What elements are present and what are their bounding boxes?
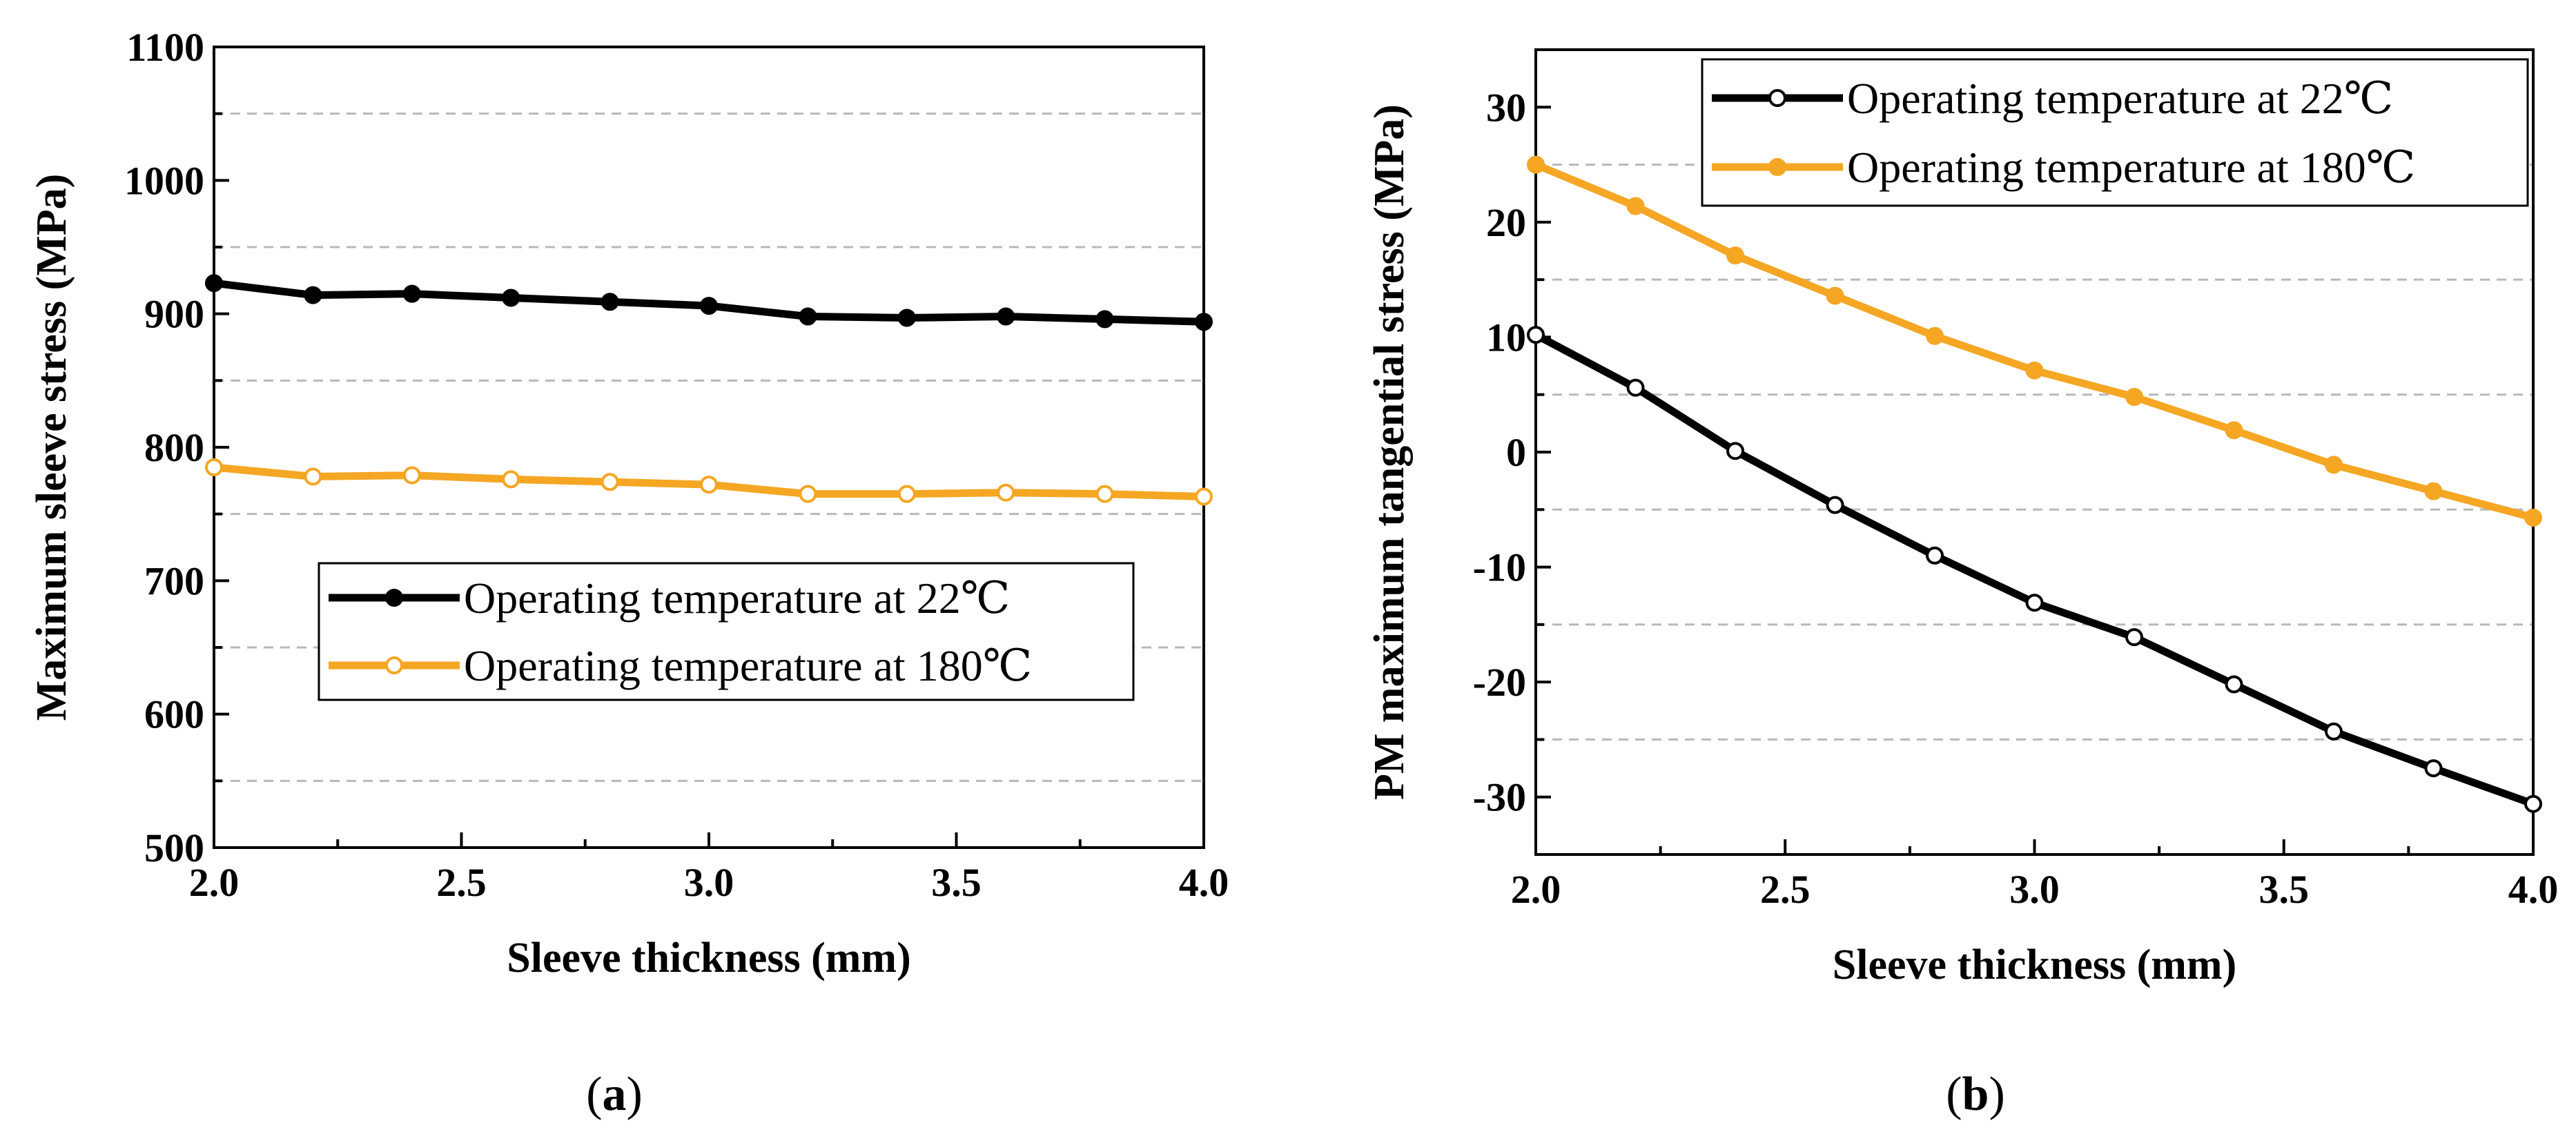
data-point <box>1926 326 1944 345</box>
data-point <box>205 274 223 293</box>
data-point <box>2125 628 2143 647</box>
legend-box <box>1701 58 2529 207</box>
chart-panel-a: 2.0 2.5 3.0 3.5 4.0 500 600 700 800 900 1000 1100 Sl… <box>28 25 1229 981</box>
data-point <box>1527 155 1545 174</box>
y-tick-label: -30 <box>1473 775 1526 820</box>
data-point <box>2524 794 2542 813</box>
series-line <box>1532 161 2537 522</box>
series-180c <box>1527 155 2542 527</box>
legend-swatch-marker <box>1768 89 1786 107</box>
x-tick-label: 4.0 <box>2508 867 2559 912</box>
data-point <box>304 467 322 486</box>
data-point <box>304 286 322 304</box>
data-point <box>700 476 718 494</box>
y-tick-label: 30 <box>1486 85 1526 130</box>
series-line <box>1532 331 2537 808</box>
legend-label: Operating temperature at 22℃ <box>464 574 1010 623</box>
y-tick-label: 1100 <box>126 25 204 70</box>
data-point <box>2125 388 2143 407</box>
data-point <box>2325 456 2343 474</box>
y-tick-label: 900 <box>144 292 204 337</box>
data-point <box>1826 286 1844 305</box>
series-22c <box>205 274 1213 331</box>
panel-caption-a-letter: a <box>603 1068 627 1121</box>
data-point <box>2424 759 2443 778</box>
y-tick-label: -10 <box>1473 545 1526 590</box>
x-axis-label: Sleeve thickness (mm) <box>1833 941 2236 988</box>
data-point <box>2225 421 2243 440</box>
data-point <box>1726 246 1744 265</box>
legend-label: Operating temperature at 22℃ <box>1847 74 2393 123</box>
data-point <box>2424 482 2443 500</box>
plot-frame <box>213 46 1205 849</box>
y-tick-label: 20 <box>1486 200 1526 245</box>
panel-caption-b: (b) <box>1946 1068 2005 1121</box>
grid-lines <box>1536 164 2533 741</box>
y-tick-label: 700 <box>144 558 204 603</box>
x-tick-label: 2.5 <box>1760 867 1811 912</box>
data-point <box>1626 197 1645 215</box>
data-point <box>601 293 619 311</box>
data-point <box>1826 496 1844 514</box>
data-point <box>402 284 421 303</box>
data-point <box>1926 546 1944 565</box>
legend-label: Operating temperature at 180℃ <box>464 641 1032 690</box>
data-point <box>2325 722 2343 741</box>
x-tick-label: 3.0 <box>684 860 734 905</box>
legend-box <box>318 562 1135 701</box>
y-tick-label: 500 <box>144 826 204 870</box>
y-axis-label: PM maximum tangential stress (MPa) <box>1366 104 1413 800</box>
y-tick-label: 600 <box>144 692 204 737</box>
data-point <box>1626 378 1645 397</box>
data-point <box>2025 594 2044 612</box>
legend: Operating temperature at 22℃ Operating te… <box>1701 58 2529 207</box>
x-tick-label: 3.5 <box>2259 867 2310 912</box>
data-point <box>897 485 916 503</box>
data-point <box>799 307 817 326</box>
data-point <box>2025 361 2044 380</box>
chart-panel-b: 2.0 2.5 3.0 3.5 4.0 -30 -20 -10 0 10 20 30 Sleeve th… <box>1366 48 2559 988</box>
data-point <box>700 297 718 315</box>
data-point <box>799 485 817 503</box>
legend-label: Operating temperature at 180℃ <box>1847 143 2415 192</box>
data-point <box>1095 310 1114 329</box>
data-point <box>897 309 916 327</box>
x-tick-label: 3.5 <box>931 860 982 905</box>
y-axis-label: Maximum sleeve stress (MPa) <box>28 174 75 721</box>
panel-caption-b-letter: b <box>1962 1068 1989 1121</box>
data-point <box>402 466 421 485</box>
x-axis-label: Sleeve thickness (mm) <box>507 935 910 981</box>
data-point <box>2225 675 2243 694</box>
legend-swatch-marker <box>1768 158 1786 176</box>
y-tick-label: 800 <box>144 425 204 470</box>
data-point <box>2524 508 2542 527</box>
legend-swatch-marker <box>385 589 403 607</box>
data-point <box>1726 442 1744 460</box>
series-180c <box>205 458 1213 506</box>
y-tick-label: 1000 <box>124 158 204 203</box>
data-point <box>502 289 520 307</box>
legend: Operating temperature at 22℃ Operating te… <box>318 562 1135 701</box>
data-point <box>997 307 1015 326</box>
data-point <box>1095 485 1114 503</box>
y-tick-label: -20 <box>1473 660 1526 705</box>
y-tick-label: 10 <box>1486 315 1526 360</box>
x-tick-label: 2.0 <box>189 860 240 905</box>
data-point <box>997 483 1015 502</box>
data-point <box>1527 326 1545 344</box>
panel-caption-a: (a) <box>586 1068 643 1121</box>
x-tick-label: 4.0 <box>1179 860 1229 905</box>
x-tick-label: 3.0 <box>2009 867 2060 912</box>
legend-swatch-marker <box>385 656 403 674</box>
data-point <box>1195 487 1213 506</box>
x-tick-label: 2.0 <box>1511 867 1561 912</box>
data-point <box>205 458 223 476</box>
data-point <box>601 473 619 491</box>
y-tick-label: 0 <box>1506 430 1526 475</box>
data-point <box>1195 313 1213 331</box>
data-point <box>502 470 520 489</box>
series-22c <box>1527 326 2542 813</box>
x-tick-label: 2.5 <box>436 860 487 905</box>
